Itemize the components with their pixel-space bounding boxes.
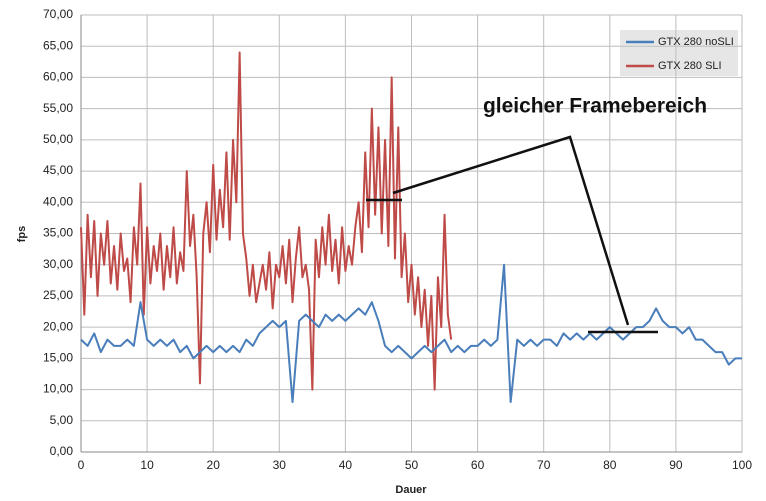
y-tick-label: 15,00 <box>43 351 73 365</box>
annotation-pointer <box>392 135 630 326</box>
x-tick-label: 80 <box>603 458 617 472</box>
plot-area <box>80 14 743 453</box>
y-tick-label: 70,00 <box>43 7 73 21</box>
y-tick-label: 55,00 <box>43 101 73 115</box>
x-tick-label: 70 <box>537 458 551 472</box>
x-tick-label: 10 <box>140 458 154 472</box>
y-tick-label: 40,00 <box>43 194 73 208</box>
x-tick-label: 100 <box>732 458 752 472</box>
y-tick-label: 65,00 <box>43 38 73 52</box>
y-tick-label: 20,00 <box>43 319 73 333</box>
legend-box <box>620 30 738 76</box>
y-tick-label: 45,00 <box>43 163 73 177</box>
y-tick-label: 0,00 <box>50 444 74 458</box>
legend-label: GTX 280 SLI <box>658 60 722 72</box>
x-tick-label: 40 <box>339 458 353 472</box>
y-tick-label: 30,00 <box>43 257 73 271</box>
x-axis-label: Dauer <box>395 484 427 496</box>
y-tick-label: 5,00 <box>50 413 74 427</box>
x-tick-label: 90 <box>669 458 683 472</box>
series-line <box>80 51 453 391</box>
y-tick-label: 35,00 <box>43 226 73 240</box>
y-tick-label: 25,00 <box>43 288 73 302</box>
x-tick-label: 50 <box>405 458 419 472</box>
y-tick-label: 60,00 <box>43 70 73 84</box>
annotation-lines <box>366 135 658 334</box>
x-tick-label: 0 <box>78 458 85 472</box>
x-tick-label: 30 <box>273 458 287 472</box>
annotation-text: gleicher Framebereich <box>483 95 707 118</box>
y-tick-label: 50,00 <box>43 132 73 146</box>
x-tick-label: 20 <box>207 458 221 472</box>
x-tick-label: 60 <box>471 458 485 472</box>
y-tick-label: 10,00 <box>43 382 73 396</box>
y-axis-label: fps <box>16 226 28 243</box>
legend-label: GTX 280 noSLI <box>658 36 734 48</box>
